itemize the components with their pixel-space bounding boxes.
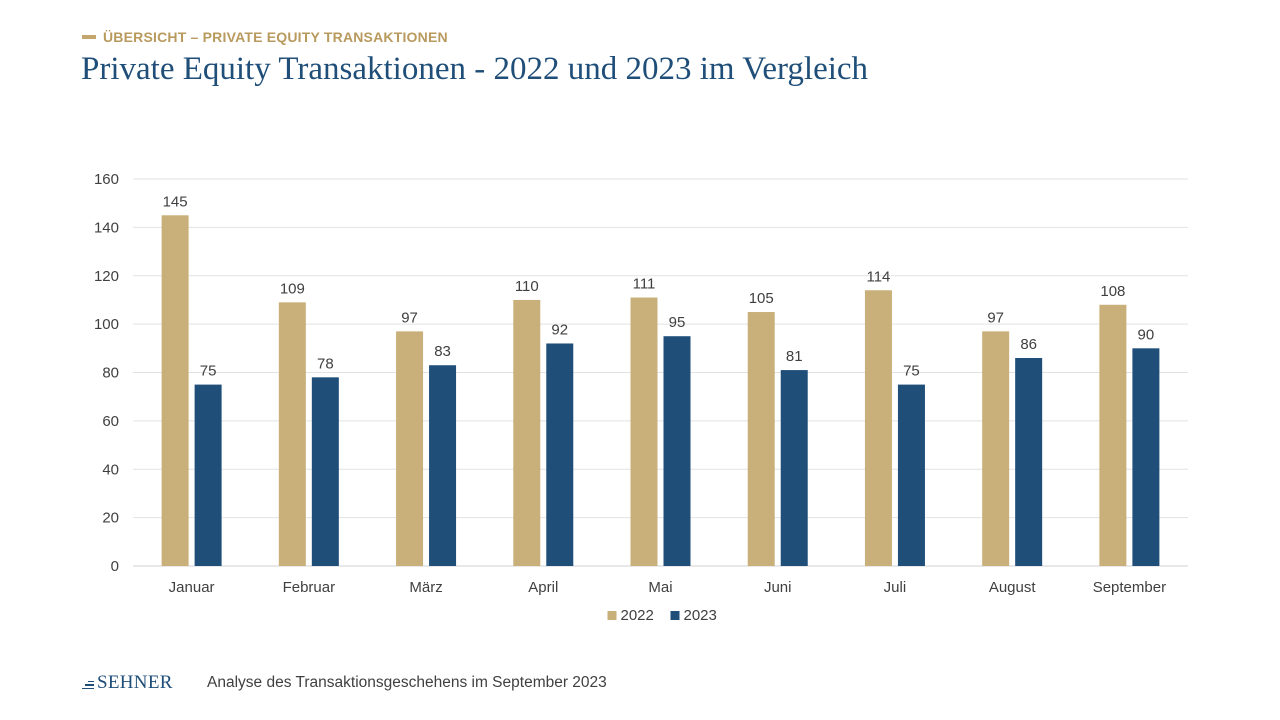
x-tick-label: März	[409, 579, 442, 596]
legend-label-2023: 2023	[684, 607, 717, 624]
y-tick-label: 120	[94, 268, 119, 285]
y-tick-label: 0	[111, 558, 119, 575]
data-label: 108	[1100, 283, 1125, 300]
bar-2023-Februar	[311, 377, 339, 566]
data-label: 75	[200, 363, 217, 380]
y-tick-label: 20	[102, 510, 119, 527]
footer-caption: Analyse des Transaktionsgeschehens im Se…	[207, 674, 607, 691]
x-tick-label: Januar	[169, 579, 215, 596]
bar-2023-März	[429, 365, 457, 566]
y-tick-label: 80	[102, 365, 119, 382]
x-tick-label: Juni	[764, 579, 792, 596]
bar-2023-August	[1015, 357, 1043, 566]
page-title: Private Equity Transaktionen - 2022 und …	[81, 51, 869, 87]
data-label: 81	[786, 348, 803, 365]
x-tick-label: September	[1093, 579, 1166, 596]
legend-label-2022: 2022	[621, 607, 654, 624]
bar-2022-April	[513, 299, 541, 566]
sehner-logo: SEHNER	[82, 672, 173, 694]
bar-2023-September	[1132, 348, 1160, 566]
bar-2023-Juni	[780, 370, 808, 566]
legend-swatch-2022	[607, 611, 617, 620]
x-tick-label: Mai	[648, 579, 672, 596]
bar-2022-Januar	[161, 215, 189, 566]
y-tick-label: 60	[102, 413, 119, 430]
data-label: 110	[515, 278, 539, 295]
y-tick-label: 40	[102, 461, 119, 478]
x-tick-label: Februar	[283, 579, 336, 596]
y-tick-label: 100	[94, 316, 119, 333]
data-label: 114	[866, 268, 890, 285]
data-label: 78	[317, 355, 334, 372]
bar-2022-Februar	[278, 302, 306, 566]
x-tick-label: August	[989, 579, 1037, 596]
section-kicker: ÜBERSICHT – PRIVATE EQUITY TRANSAKTIONEN	[82, 29, 448, 45]
data-label: 109	[280, 280, 305, 297]
bar-2023-Januar	[194, 384, 222, 566]
legend-swatch-2023	[670, 611, 680, 620]
bar-2023-Mai	[663, 336, 691, 566]
logo-lines-icon	[82, 680, 94, 690]
bar-2022-August	[982, 331, 1010, 566]
data-label: 92	[551, 321, 568, 338]
y-tick-label: 160	[94, 171, 119, 188]
data-label: 145	[163, 193, 188, 210]
x-tick-label: Juli	[884, 579, 907, 596]
data-label: 86	[1020, 336, 1037, 353]
data-label: 97	[401, 309, 418, 326]
bar-2022-September	[1099, 304, 1127, 566]
bar-2022-März	[396, 331, 424, 566]
data-label: 111	[633, 276, 656, 293]
kicker-text: ÜBERSICHT – PRIVATE EQUITY TRANSAKTIONEN	[103, 29, 448, 45]
bar-2023-April	[546, 343, 574, 566]
data-label: 97	[987, 309, 1004, 326]
data-label: 83	[434, 343, 451, 360]
bar-2023-Juli	[897, 384, 925, 566]
kicker-accent-bar	[82, 35, 96, 39]
bar-2022-Juni	[747, 312, 775, 566]
data-label: 90	[1138, 326, 1155, 343]
data-label: 105	[749, 290, 774, 307]
logo-text: SEHNER	[97, 672, 173, 693]
bar-2022-Mai	[630, 297, 658, 566]
data-label: 75	[903, 363, 920, 380]
data-label: 95	[669, 314, 686, 331]
bar-2022-Juli	[864, 290, 892, 566]
x-tick-label: April	[528, 579, 558, 596]
y-tick-label: 140	[94, 219, 119, 236]
